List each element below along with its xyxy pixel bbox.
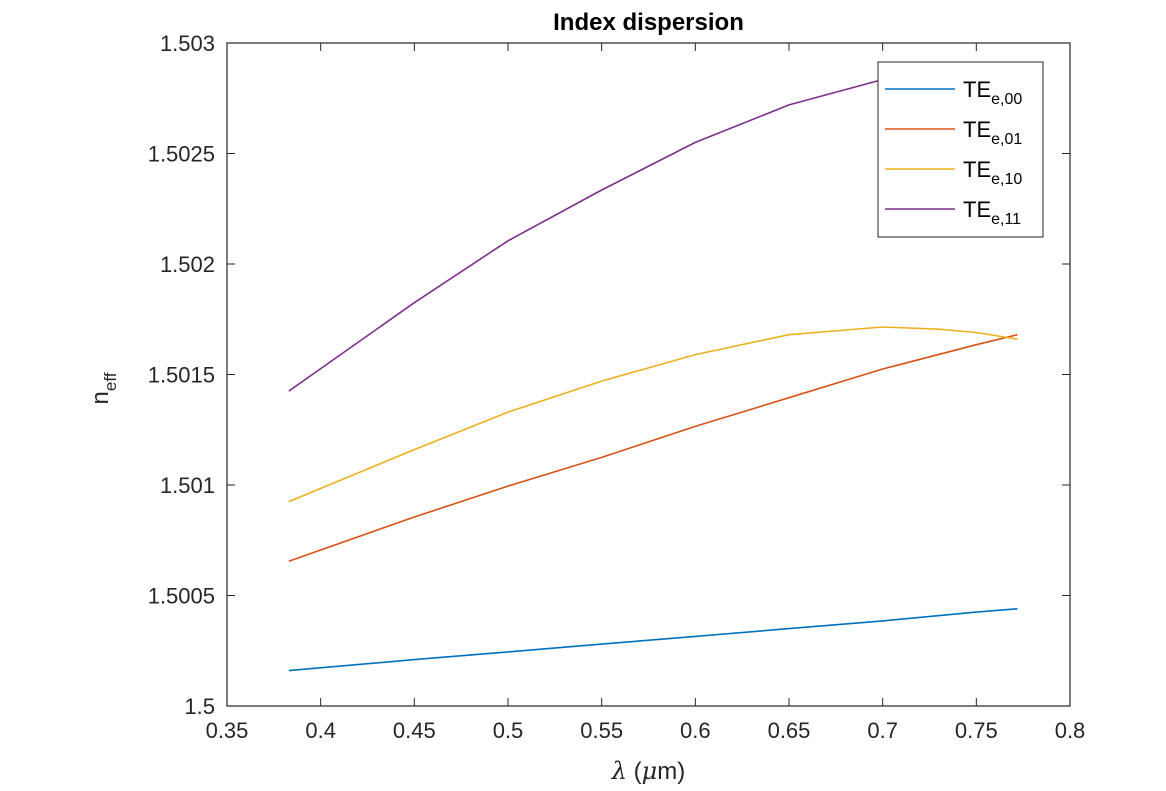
y-axis-base: n [87, 391, 114, 404]
y-tick-label: 1.5015 [148, 363, 215, 388]
ticks-layer: 0.35 0.4 0.45 0.5 0.55 0.6 0.65 0.7 0.75 0.8 1.5 1.… [148, 31, 1086, 743]
x-axis-open-paren: ( [627, 758, 642, 785]
series-line-0 [288, 608, 1018, 672]
legend-label-base: TE [963, 197, 991, 222]
x-tick-label: 0.75 [955, 718, 998, 743]
x-tick-label: 0.65 [768, 718, 811, 743]
x-tick-label: 0.5 [493, 718, 524, 743]
legend-box [877, 61, 1044, 238]
legend-label-base: TE [963, 157, 991, 182]
chart-title: Index dispersion [553, 9, 744, 36]
y-tick-label: 1.501 [160, 473, 215, 498]
x-tick-label: 0.8 [1055, 718, 1086, 743]
x-axis-close-paren: ) [677, 758, 685, 785]
x-axis-title: λ (μm) [611, 757, 686, 785]
series-line-2 [288, 326, 1018, 503]
legend-label-sub: e,00 [991, 91, 1022, 108]
legend-label-1: TEe,01 [963, 117, 1022, 148]
legend-label-base: TE [963, 117, 991, 142]
y-tick-label: 1.5 [184, 694, 215, 719]
legend-label-base: TE [963, 77, 991, 102]
y-axis-sub: eff [101, 372, 120, 391]
x-tick-label: 0.7 [867, 718, 898, 743]
legend-label-sub: e,01 [991, 131, 1022, 148]
y-tick-label: 1.5005 [148, 584, 215, 609]
legend-label-3: TEe,11 [963, 197, 1021, 228]
x-tick-label: 0.35 [206, 718, 249, 743]
x-axis-unit-prefix: μ [642, 757, 658, 785]
x-tick-label: 0.55 [580, 718, 623, 743]
legend-label-sub: e,11 [991, 211, 1021, 228]
legend-label-2: TEe,10 [963, 157, 1022, 188]
y-tick-label: 1.502 [160, 252, 215, 277]
x-tick-label: 0.45 [393, 718, 436, 743]
y-tick-label: 1.5025 [148, 142, 215, 167]
x-axis-unit: m [657, 758, 677, 785]
y-tick-label: 1.503 [160, 31, 215, 56]
y-axis-title: neff [87, 372, 120, 404]
series-line-1 [288, 333, 1018, 562]
legend-label-0: TEe,00 [963, 77, 1022, 108]
x-axis-symbol: λ [611, 757, 627, 785]
x-tick-label: 0.6 [680, 718, 711, 743]
legend-label-sub: e,10 [991, 171, 1022, 188]
x-tick-label: 0.4 [305, 718, 336, 743]
